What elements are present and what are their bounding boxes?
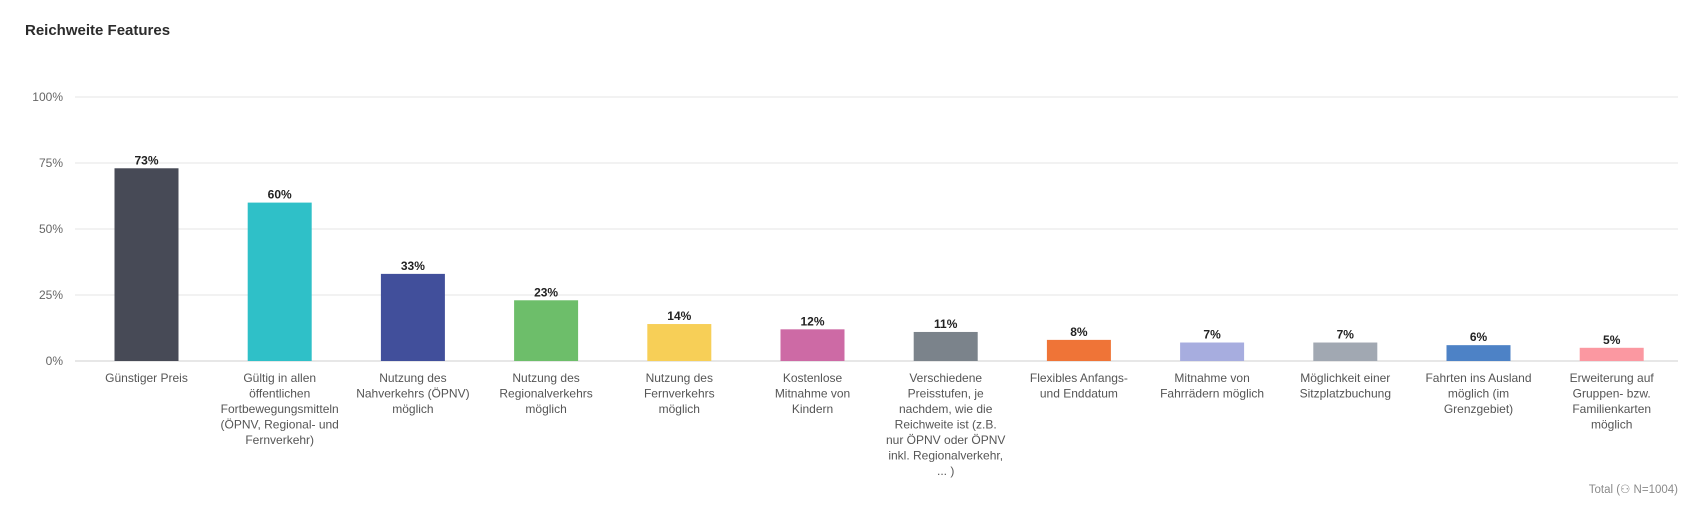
bar[interactable] [913,331,978,361]
data-label: 8% [1070,325,1088,339]
x-tick-label-line: möglich [1591,418,1632,432]
x-tick-label-line: Gültig in allen [243,371,316,385]
x-tick-label-line: Nutzung des [646,371,713,385]
data-label: 14% [667,309,691,323]
x-tick-label-line: Preisstufen, je [908,387,984,401]
data-label: 7% [1337,328,1355,342]
y-axis-ticks: 0% 25% 50% 75% 100% [32,90,63,368]
sample-size-note: Total (⚇ N=1004) [1588,484,1678,496]
x-tick-label-line: und Enddatum [1040,387,1118,401]
x-tick-label: Kostenlose Mitnahme von Kindern [775,371,850,416]
bar[interactable] [780,329,845,361]
x-tick-label: Möglichkeit einer Sitzplatzbuchung [1300,371,1391,401]
x-tick-label: Fahrten ins Ausland möglich (im Grenzgebie… [1425,371,1531,416]
data-label: 12% [800,314,824,328]
x-tick-label-line: (ÖPNV, Regional- und [221,418,339,432]
x-tick-label: Erweiterung auf Gruppen- bzw. Familienkart… [1570,371,1655,432]
x-tick-label: Günstiger Preis [105,371,188,385]
x-tick-label-line: Verschiedene [909,371,982,385]
x-tick-label-line: Erweiterung auf [1570,371,1655,385]
x-tick-label-line: Familienkarten [1572,402,1651,416]
bar[interactable] [1313,342,1378,361]
bar[interactable] [247,202,312,361]
x-tick-label-line: Nutzung des [379,371,446,385]
x-tick-label-line: Fernverkehr) [245,433,314,447]
x-tick-label-line: Nahverkehrs (ÖPNV) [356,387,469,401]
bar[interactable] [1180,342,1245,361]
x-tick-label-line: inkl. Regionalverkehr, [888,449,1003,463]
x-tick-label-line: Mitnahme von [1174,371,1249,385]
data-label: 7% [1203,328,1221,342]
bars [114,168,1644,361]
x-tick-label: Nutzung des Nahverkehrs (ÖPNV) möglich [356,371,469,416]
y-tick-label: 75% [39,156,63,170]
data-label: 60% [268,188,292,202]
x-tick-label: Verschiedene Preisstufen, je nachdem, wie … [886,371,1005,478]
x-tick-label-line: möglich [659,402,700,416]
x-tick-label-line: Flexibles Anfangs- [1030,371,1128,385]
data-label: 6% [1470,330,1488,344]
x-tick-label-line: Grenzgebiet) [1444,402,1513,416]
x-tick-label: Nutzung des Regionalverkehrs möglich [499,371,592,416]
x-tick-label-line: Regionalverkehrs [499,387,592,401]
x-axis-labels: Günstiger Preis Gültig in allen öffentlich… [105,371,1654,478]
x-tick-label: Flexibles Anfangs-und Enddatum [1030,371,1128,401]
x-tick-label-line: Möglichkeit einer [1300,371,1390,385]
x-tick-label: Mitnahme von Fahrrädern möglich [1160,371,1264,401]
y-tick-label: 0% [46,354,64,368]
bar[interactable] [1046,339,1111,361]
y-tick-label: 25% [39,288,63,302]
y-tick-label: 100% [32,90,63,104]
x-tick-label-line: möglich [525,402,566,416]
gridlines [75,96,1678,362]
data-label: 33% [401,259,425,273]
bar[interactable] [647,324,712,361]
x-tick-label-line: Nutzung des [512,371,579,385]
x-tick-label-line: nachdem, wie die [899,402,993,416]
data-label: 5% [1603,333,1621,347]
x-tick-label-line: öffentlichen [249,387,310,401]
chart-title: Reichweite Features [25,22,171,39]
x-tick-label: Nutzung des Fernverkehrs möglich [644,371,715,416]
x-tick-label-line: möglich (im [1448,387,1509,401]
x-tick-label: Gültig in allen öffentlichen Fortbewegungs… [221,371,339,447]
x-tick-label-line: Kostenlose [783,371,843,385]
bar[interactable] [380,273,445,361]
x-tick-label-line: ... ) [937,464,954,478]
x-tick-label-line: Kindern [792,402,833,416]
data-labels: 73% 60% 33% 23% 14% 12% 11% 8% 7% 7% 6% 5% [134,153,1620,347]
x-tick-label-line: Fahrten ins Ausland [1425,371,1531,385]
bar[interactable] [114,168,179,361]
x-tick-label-line: Fernverkehrs [644,387,715,401]
x-tick-label-line: Sitzplatzbuchung [1300,387,1391,401]
bar[interactable] [1579,347,1644,361]
x-tick-label-line: Gruppen- bzw. [1573,387,1651,401]
x-tick-label-line: Fahrrädern möglich [1160,387,1264,401]
y-tick-label: 50% [39,222,63,236]
bar[interactable] [1446,345,1511,361]
x-tick-label-line: Fortbewegungsmitteln [221,402,339,416]
data-label: 11% [934,317,958,331]
x-tick-label-line: Reichweite ist (z.B. [895,418,997,432]
data-label: 73% [134,153,158,167]
data-label: 23% [534,285,558,299]
bar[interactable] [514,300,579,361]
x-tick-label-line: Mitnahme von [775,387,850,401]
x-tick-label-line: Günstiger Preis [105,371,188,385]
x-tick-label-line: möglich [392,402,433,416]
x-tick-label-line: nur ÖPNV oder ÖPNV [886,433,1005,447]
